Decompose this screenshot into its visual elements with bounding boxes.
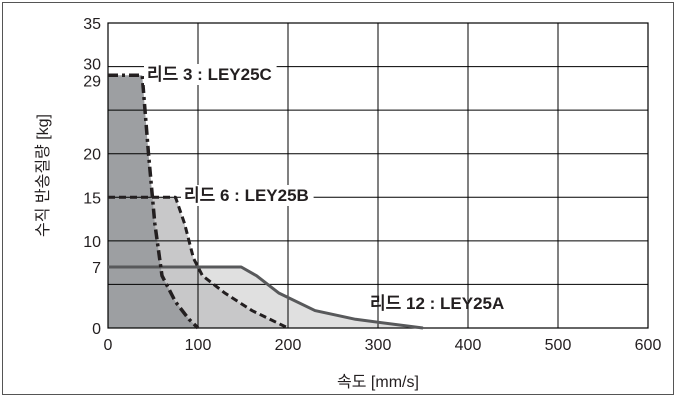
y-tick-label: 29	[83, 73, 101, 90]
y-axis-title: 수직 반송질량 [kg]	[34, 114, 52, 237]
series-line-1	[108, 195, 289, 330]
series-annotation: 리드 12 : LEY25A	[370, 294, 504, 313]
annotation-label: 리드 6 : LEY25B	[184, 186, 309, 205]
y-tick-label: 35	[83, 16, 101, 33]
x-tick-label: 600	[635, 337, 662, 354]
plot-border	[107, 22, 649, 329]
y-tick-label: 30	[83, 57, 101, 74]
series-line-0	[108, 265, 424, 330]
series-annotation: 리드 6 : LEY25B	[181, 185, 314, 206]
x-tick-label: 0	[104, 337, 113, 354]
x-axis-title: 속도 [mm/s]	[337, 373, 419, 391]
x-tick-label: 200	[275, 337, 302, 354]
annotation-label: 리드 3 : LEY25C	[147, 65, 272, 84]
series-line-2	[108, 73, 200, 330]
series-area-2	[108, 75, 198, 329]
annotation-label: 리드 12 : LEY25A	[370, 294, 504, 313]
annotation-bg	[181, 185, 314, 206]
annotation-bg	[144, 64, 277, 85]
y-tick-label: 10	[83, 234, 101, 251]
x-tick-label: 500	[545, 337, 572, 354]
x-tick-label: 300	[365, 337, 392, 354]
series-annotation: 리드 3 : LEY25C	[144, 64, 277, 85]
x-tick-label: 100	[185, 337, 212, 354]
y-tick-label: 7	[92, 260, 101, 277]
y-tick-label: 15	[83, 190, 101, 207]
y-tick-label: 20	[83, 147, 101, 164]
y-tick-label: 0	[92, 321, 101, 338]
x-tick-label: 400	[455, 337, 482, 354]
